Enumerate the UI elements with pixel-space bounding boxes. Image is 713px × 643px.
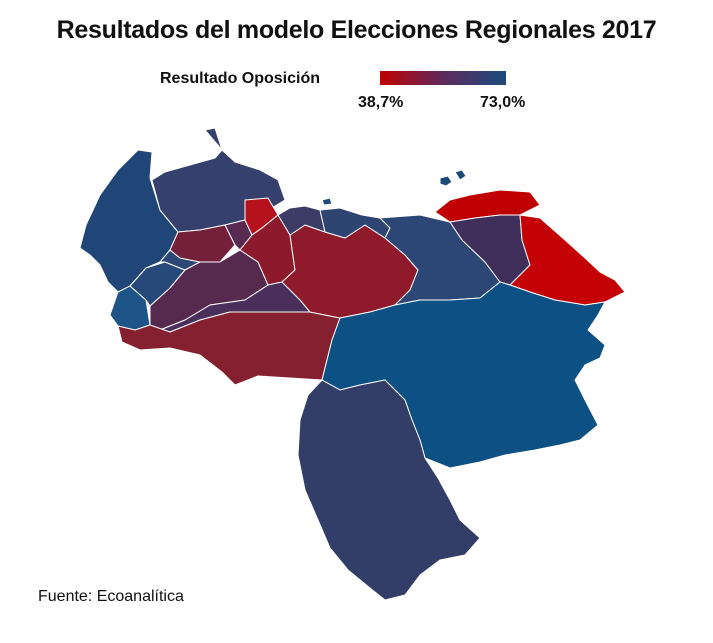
legend-max-value: 73,0% — [480, 94, 526, 111]
island-nueva-esparta[interactable] — [439, 169, 467, 187]
legend-label: Resultado Oposición — [160, 70, 321, 87]
legend-min-value: 38,7% — [358, 94, 404, 111]
island-coastal[interactable] — [321, 197, 333, 206]
legend-color-scale — [380, 71, 506, 85]
map-title: Resultados del modelo Elecciones Regiona… — [56, 16, 657, 44]
region-amazonas[interactable] — [297, 379, 481, 601]
source-note: Fuente: Ecoanalítica — [38, 588, 184, 605]
